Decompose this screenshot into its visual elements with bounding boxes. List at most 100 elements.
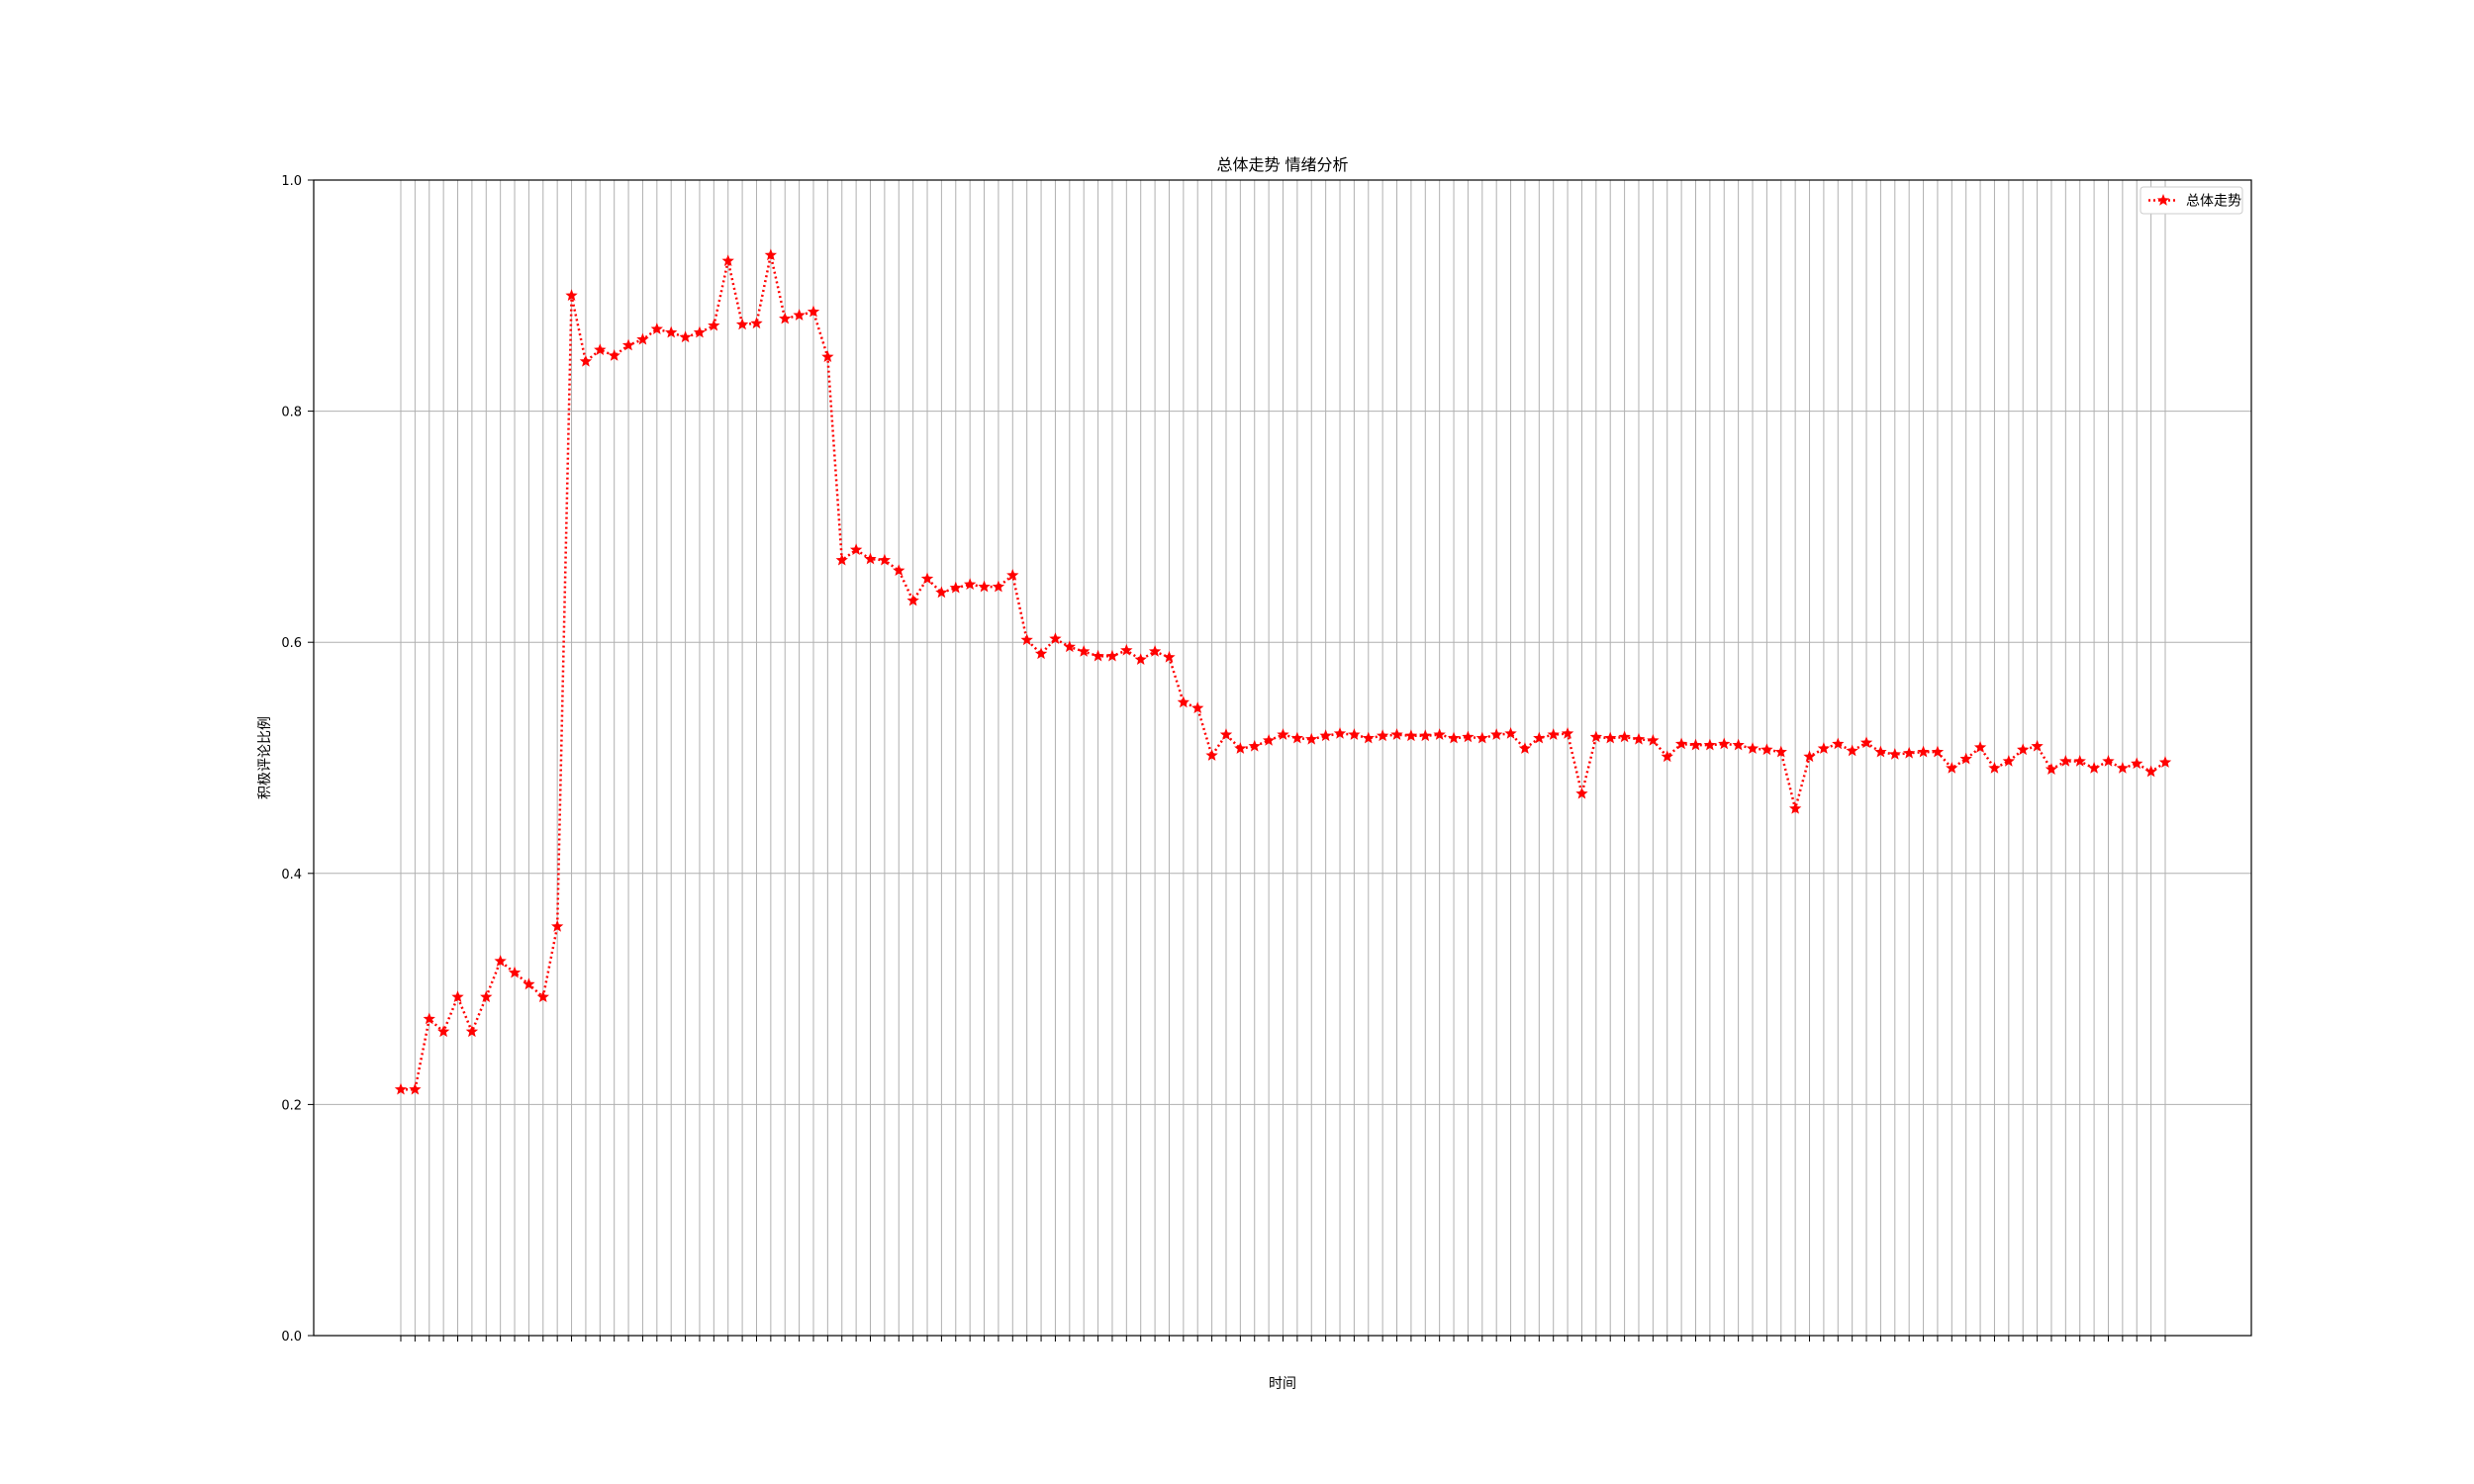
data-point-marker: [1205, 749, 1218, 761]
data-point-marker: [565, 289, 578, 302]
data-point-marker: [508, 966, 522, 978]
data-point-marker: [708, 319, 720, 331]
data-point-marker: [949, 581, 962, 594]
data-point-marker: [1333, 726, 1347, 739]
data-point-marker: [1419, 729, 1432, 742]
legend-star-marker: [2156, 194, 2170, 206]
data-point-marker: [807, 305, 820, 318]
data-point-marker: [1803, 750, 1816, 763]
data-point-marker: [636, 332, 649, 345]
data-point-marker: [2102, 755, 2115, 767]
chart-title: 总体走势 情绪分析: [1216, 155, 1348, 174]
data-point-marker: [1817, 742, 1831, 754]
data-point-marker: [1163, 650, 1176, 663]
data-point-marker: [1718, 737, 1731, 750]
data-point-marker: [1518, 742, 1532, 754]
data-point-marker: [1504, 726, 1517, 739]
data-point-marker: [2017, 743, 2030, 756]
data-point-marker: [1134, 653, 1147, 665]
data-point-marker: [1447, 731, 1461, 744]
y-tick-label: 1.0: [281, 174, 302, 189]
data-point-marker: [1063, 640, 1076, 653]
data-point-marker: [1348, 728, 1361, 740]
series-layer: [394, 248, 2172, 1095]
data-point-marker: [1490, 728, 1503, 740]
data-point-marker: [1946, 762, 1958, 774]
data-point-marker: [750, 317, 763, 329]
data-point-marker: [935, 586, 948, 599]
y-tick-label: 0.4: [281, 868, 302, 882]
data-point-marker: [1191, 701, 1204, 714]
data-point-marker: [423, 1012, 435, 1025]
data-point-marker: [1760, 743, 1773, 756]
legend-series-name: 总体走势: [2186, 194, 2241, 210]
data-point-marker: [1888, 748, 1901, 760]
data-point-marker: [864, 552, 877, 565]
y-tick-label: 0.2: [281, 1098, 302, 1113]
data-point-marker: [1774, 745, 1787, 758]
data-point-marker: [1319, 729, 1332, 742]
y-axis-ticks: 0.0 0.2 0.4 0.6 0.8 1.0: [281, 174, 314, 1345]
data-point-marker: [920, 572, 934, 585]
data-point-marker: [1788, 801, 1802, 814]
legend-box: [2140, 186, 2243, 215]
data-point-marker: [1561, 726, 1574, 739]
data-point-marker: [1859, 736, 1873, 749]
data-point-marker: [1376, 729, 1389, 742]
data-point-marker: [465, 1025, 479, 1038]
data-point-marker: [906, 594, 919, 606]
data-point-marker: [1703, 738, 1717, 751]
y-tick-label: 0.8: [281, 406, 302, 420]
data-point-marker: [1006, 568, 1019, 581]
data-point-marker: [1290, 731, 1304, 744]
data-point-marker: [835, 553, 848, 566]
data-point-marker: [2144, 765, 2157, 778]
data-point-marker: [2131, 757, 2143, 770]
data-point-marker: [1177, 696, 1190, 708]
data-point-marker: [1404, 729, 1418, 742]
data-point-marker: [821, 350, 834, 362]
data-point-marker: [2045, 763, 2058, 775]
data-point-marker: [2059, 755, 2072, 767]
data-point-marker: [779, 312, 792, 325]
data-point-marker: [1533, 731, 1546, 744]
data-point-marker: [878, 553, 892, 566]
y-axis-label: 积极评论比例: [257, 716, 273, 799]
data-point-marker: [978, 580, 991, 593]
data-point-marker: [1575, 787, 1588, 799]
data-point-marker: [1874, 745, 1887, 758]
data-point-marker: [793, 309, 806, 321]
data-point-marker: [1618, 730, 1631, 743]
data-point-marker: [1234, 742, 1247, 754]
data-point-marker: [1674, 737, 1688, 750]
data-point-marker: [1120, 643, 1133, 656]
x-axis-label: 时间: [1269, 1376, 1296, 1392]
data-point-marker: [2073, 755, 2086, 767]
data-point-marker: [436, 1025, 450, 1038]
data-point-marker: [1219, 728, 1233, 740]
data-point-marker: [2158, 756, 2172, 768]
y-tick-label: 0.6: [281, 636, 302, 651]
data-point-marker: [1632, 732, 1646, 745]
data-point-marker: [679, 330, 692, 343]
data-point-marker: [1647, 733, 1660, 746]
data-point-marker: [1092, 649, 1104, 662]
data-point-marker: [1988, 762, 2001, 774]
data-point-marker: [1917, 745, 1930, 758]
data-point-marker: [735, 318, 749, 330]
plot-frame: [313, 179, 2252, 1337]
data-point-marker: [1277, 728, 1289, 740]
data-point-marker: [1020, 633, 1033, 646]
data-point-marker: [1832, 737, 1845, 750]
data-point-marker: [1973, 740, 1987, 753]
data-point-marker: [550, 920, 564, 932]
data-point-marker: [2087, 762, 2101, 774]
data-point-marker: [1661, 750, 1673, 763]
data-point-marker: [1433, 728, 1446, 740]
data-point-marker: [963, 578, 977, 591]
data-point-marker: [1049, 632, 1062, 644]
data-point-marker: [1746, 742, 1760, 754]
data-point-marker: [1732, 738, 1745, 751]
data-point-marker: [608, 349, 620, 361]
